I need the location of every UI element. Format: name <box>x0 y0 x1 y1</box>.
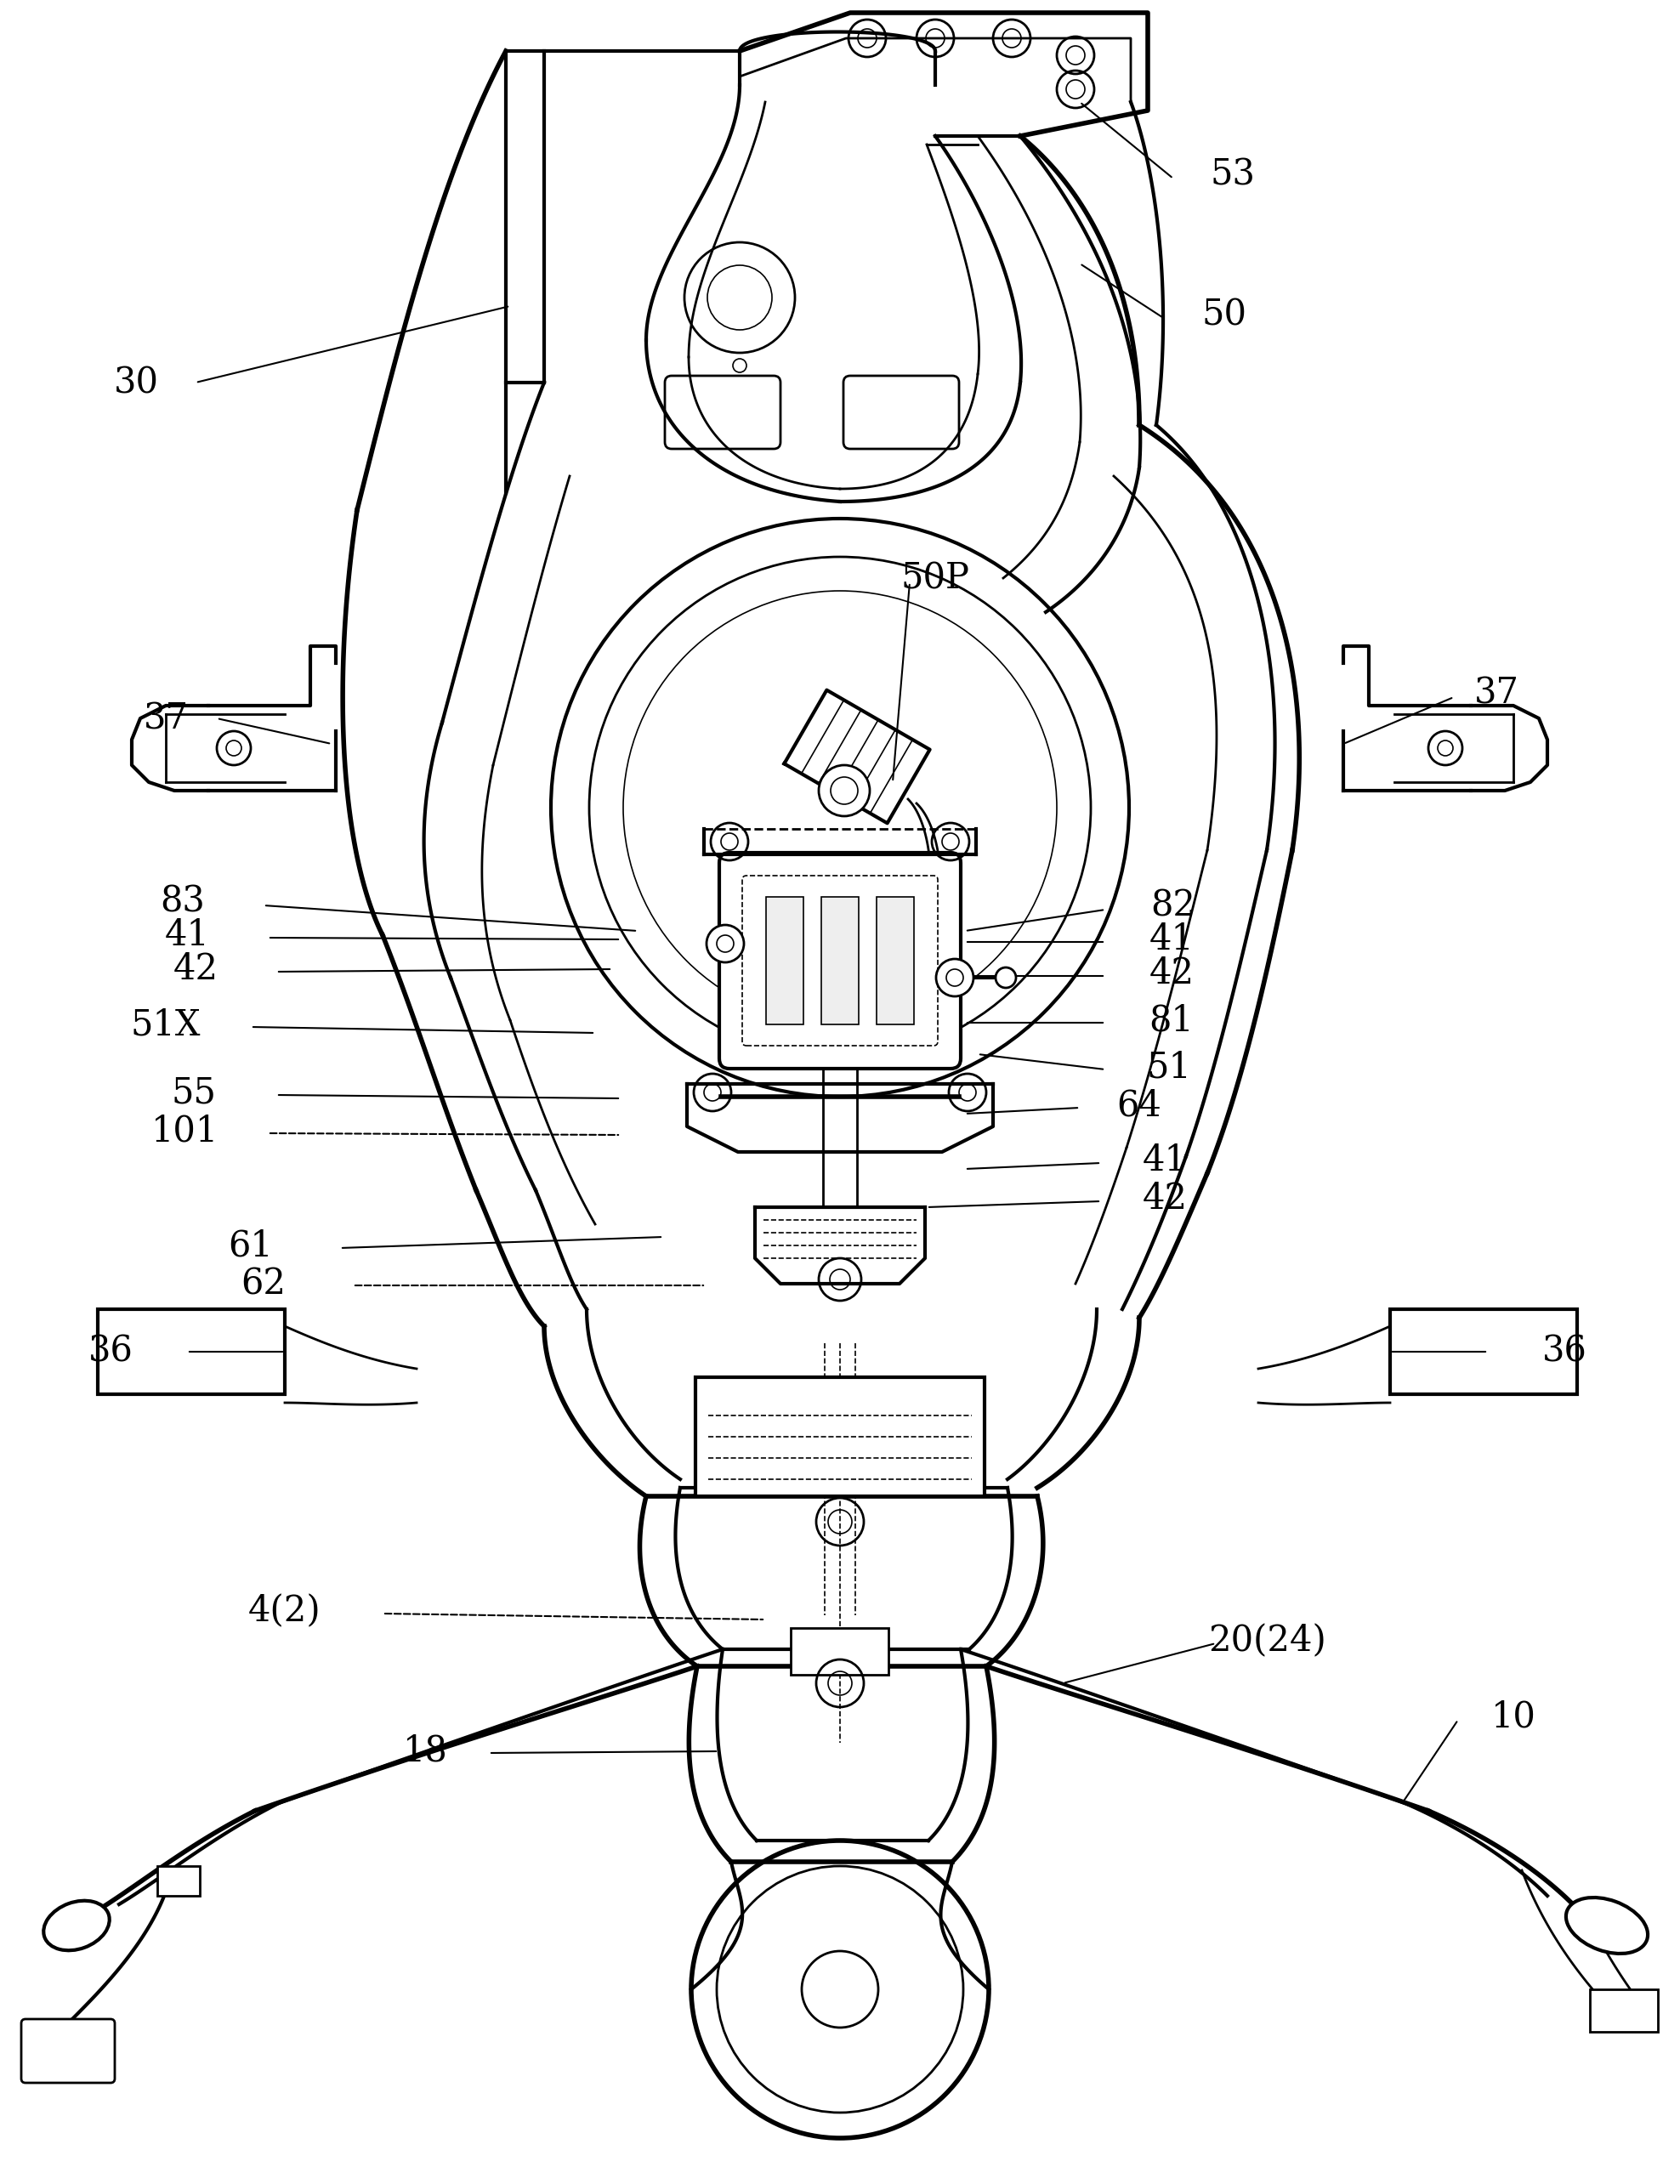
Text: 53: 53 <box>1210 157 1255 192</box>
Bar <box>791 1627 889 1675</box>
Text: 50: 50 <box>1201 297 1247 332</box>
FancyBboxPatch shape <box>719 852 961 1068</box>
Text: 20(24): 20(24) <box>1208 1623 1326 1658</box>
Bar <box>877 898 914 1024</box>
Text: 50P: 50P <box>900 561 969 596</box>
Bar <box>158 1865 200 1896</box>
Bar <box>1389 1308 1578 1393</box>
Text: 37: 37 <box>1473 675 1519 710</box>
Circle shape <box>818 764 870 817</box>
Text: 83: 83 <box>160 882 205 919</box>
Text: 82: 82 <box>1151 887 1196 924</box>
Text: 101: 101 <box>151 1114 218 1149</box>
Text: 51X: 51X <box>131 1007 202 1042</box>
FancyBboxPatch shape <box>22 2018 114 2084</box>
Text: 51: 51 <box>1146 1048 1191 1085</box>
Ellipse shape <box>1566 1898 1648 1955</box>
Text: 41: 41 <box>1149 922 1194 957</box>
Text: 42: 42 <box>1142 1182 1188 1216</box>
Circle shape <box>996 968 1016 987</box>
Text: 36: 36 <box>87 1334 133 1369</box>
Circle shape <box>936 959 973 996</box>
Text: 10: 10 <box>1490 1699 1536 1734</box>
Circle shape <box>707 926 744 963</box>
Text: 30: 30 <box>114 365 158 400</box>
Text: 41: 41 <box>165 917 210 952</box>
Ellipse shape <box>44 1900 109 1950</box>
Text: 41: 41 <box>1142 1142 1188 1179</box>
Text: 36: 36 <box>1542 1334 1588 1369</box>
Text: 4(2): 4(2) <box>249 1592 321 1629</box>
Bar <box>696 1378 984 1496</box>
Text: 62: 62 <box>240 1267 286 1302</box>
Text: 61: 61 <box>228 1227 274 1262</box>
Bar <box>822 898 858 1024</box>
Bar <box>1589 1990 1658 2031</box>
Text: 55: 55 <box>171 1075 217 1109</box>
Bar <box>766 898 803 1024</box>
Bar <box>97 1308 286 1393</box>
Text: 42: 42 <box>173 952 218 987</box>
Text: 64: 64 <box>1117 1088 1163 1123</box>
Text: 81: 81 <box>1149 1002 1194 1037</box>
Text: 18: 18 <box>403 1734 447 1769</box>
Text: 37: 37 <box>143 701 188 736</box>
Text: 42: 42 <box>1149 957 1194 992</box>
